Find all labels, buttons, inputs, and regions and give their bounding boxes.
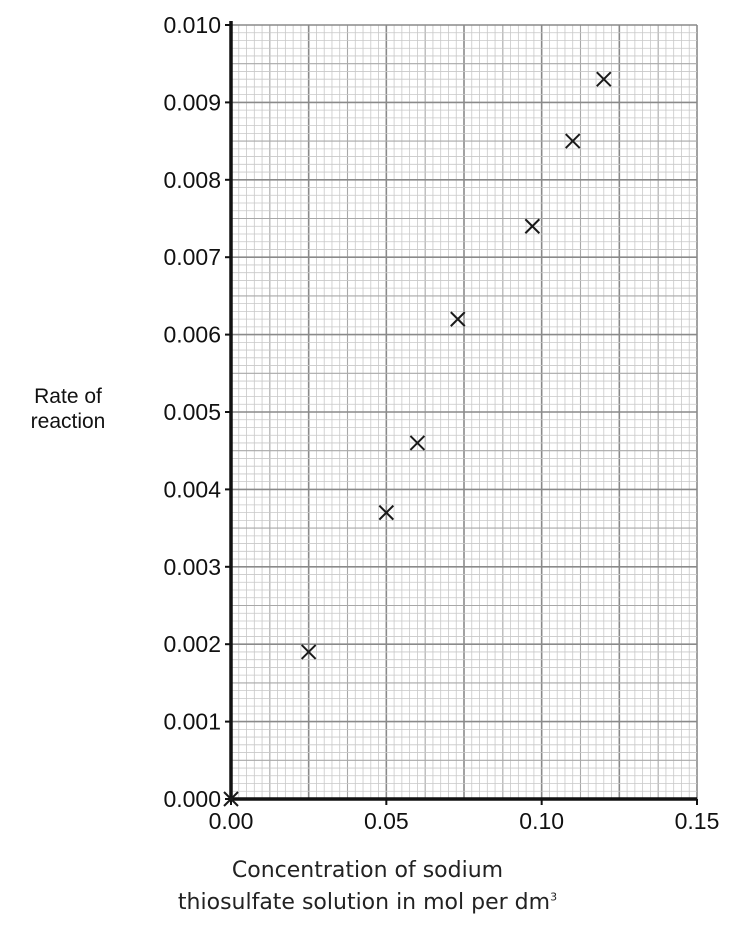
y-tick-label: 0.003 [163, 554, 221, 580]
y-axis-label-line2: reaction [31, 410, 106, 433]
chart-grid [230, 24, 698, 800]
data-point-x-marker [565, 133, 581, 149]
y-tick-label: 0.009 [163, 89, 221, 115]
y-tick-label: 0.004 [163, 476, 221, 502]
x-axis-label-line1: Concentration of sodium [0, 858, 735, 883]
y-tick-label: 0.010 [163, 12, 221, 38]
chart-data-points [223, 71, 612, 807]
data-point-x-marker [409, 435, 426, 451]
x-tick-label: 0.15 [675, 808, 720, 834]
data-point-stroke [300, 644, 317, 660]
data-point-x-marker [223, 791, 239, 807]
y-tick-label: 0.002 [163, 631, 221, 657]
y-tick-label: 0.000 [163, 786, 221, 812]
data-point-x-marker [596, 71, 612, 87]
y-tick-label: 0.008 [163, 167, 221, 193]
data-point-stroke [378, 504, 395, 521]
y-tick-label: 0.006 [163, 322, 221, 348]
x-axis-label-line2: thiosulfate solution in mol per dm3 [0, 890, 735, 915]
chart-tick-labels: 0.000 0.001 0.002 0.003 0.004 0.005 0.006 0.007… [163, 12, 719, 834]
data-point-stroke [223, 791, 239, 807]
y-tick-label: 0.005 [163, 399, 221, 425]
data-point-x-marker [524, 218, 541, 234]
data-point-stroke [524, 218, 541, 234]
y-tick-label: 0.001 [163, 709, 221, 735]
x-axis-label-superscript: 3 [550, 890, 558, 904]
data-point-stroke [450, 311, 466, 327]
x-tick-label: 0.00 [209, 808, 254, 834]
data-point-x-marker [378, 504, 395, 521]
data-point-stroke [409, 435, 426, 451]
y-axis-label-line1: Rate of [34, 385, 102, 408]
data-point-stroke [565, 133, 581, 149]
data-point-x-marker [300, 644, 317, 660]
y-tick-label: 0.007 [163, 244, 221, 270]
x-axis-label-line1-text: Concentration of sodium [231, 858, 504, 883]
x-tick-label: 0.05 [364, 808, 409, 834]
x-tick-label: 0.10 [519, 808, 564, 834]
x-axis-label-line2-text: thiosulfate solution in mol per dm [177, 890, 551, 915]
data-point-stroke [596, 71, 612, 87]
data-point-x-marker [450, 311, 466, 327]
